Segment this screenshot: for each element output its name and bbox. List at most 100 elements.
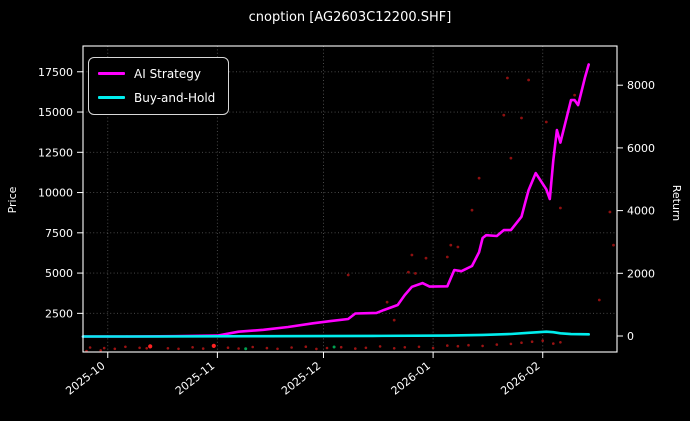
scatter-dot (424, 256, 428, 260)
legend-item-buy-and-hold: Buy-and-Hold (98, 88, 215, 107)
legend-label: Buy-and-Hold (134, 90, 216, 105)
scatter-dot (456, 344, 460, 348)
scatter-dot (392, 318, 396, 322)
price-dots-bright-red (148, 343, 216, 349)
scatter-dot (431, 346, 435, 350)
date-tick-label: 2026-01 (389, 359, 433, 398)
scatter-dot (559, 341, 562, 344)
scatter-dot (102, 346, 106, 350)
legend: AI Strategy Buy-and-Hold (88, 57, 230, 115)
price-dots-green (244, 345, 336, 351)
scatter-dot (530, 340, 534, 344)
return-tick-label: 0 (627, 330, 634, 343)
tick-labels-layer: 2500 5000 7500 10000 12500 15000 17500 0 2000 400… (38, 66, 655, 398)
scatter-dot (392, 347, 396, 350)
scatter-dot (138, 346, 141, 350)
return-tick-label: 4000 (627, 205, 655, 218)
scatter-dot (88, 346, 92, 349)
scatter-dot (470, 208, 474, 212)
scatter-dot (265, 346, 269, 350)
scatter-dot (145, 347, 148, 350)
scatter-dot (414, 272, 417, 275)
scatter-dot (177, 347, 180, 351)
scatter-dot (456, 245, 460, 249)
scatter-dot (166, 347, 170, 350)
scatter-dot (407, 270, 410, 274)
price-tick-label: 17500 (38, 66, 73, 79)
scatter-dot (417, 345, 421, 349)
scatter-dot (315, 347, 318, 351)
series-layer (81, 63, 591, 338)
scatter-dot (477, 176, 481, 180)
scatter-dot (403, 346, 407, 349)
scatter-dot (527, 78, 530, 82)
scatter-dot (276, 347, 279, 351)
scatter-dot (559, 206, 562, 210)
scatter-dot (346, 273, 350, 277)
scatter-dot (226, 346, 230, 350)
date-tick-label: 2025-10 (63, 359, 107, 398)
scatter-dot (544, 120, 548, 124)
price-tick-label: 2500 (45, 307, 73, 320)
scatter-dot (332, 345, 336, 349)
chart-title: cnoption [AG2603C12200.SHF] (249, 10, 452, 25)
buy-and-hold-line (81, 330, 591, 338)
legend-line-swatch (98, 95, 125, 100)
scatter-dot (99, 349, 102, 352)
plot-border (82, 45, 618, 353)
price-tick-label: 12500 (38, 146, 73, 159)
scatter-dot (612, 243, 615, 247)
scatter-dot (467, 343, 470, 347)
scatter-dot (446, 344, 449, 347)
legend-line-swatch (98, 71, 125, 76)
price-axis-label: Price (6, 186, 19, 213)
scatter-dot (237, 347, 240, 350)
scatter-dot (378, 345, 382, 348)
price-dots-dim-red (85, 339, 562, 353)
scatter-dot (201, 347, 205, 350)
scatter-dot (354, 347, 357, 350)
scatter-dot (410, 253, 414, 257)
axis-ticks-layer (77, 71, 623, 358)
return-axis-label: Return (670, 185, 683, 222)
scatter-dot (113, 347, 117, 351)
scatter-dot (364, 346, 368, 350)
price-tick-label: 7500 (45, 227, 73, 240)
price-tick-label: 10000 (38, 187, 73, 200)
scatter-dot (244, 347, 248, 351)
scatter-dot (509, 156, 513, 160)
scatter-dot (520, 341, 523, 345)
scatter-dot (304, 345, 308, 349)
scatter-dot (445, 255, 449, 259)
scatter-dot (481, 344, 484, 348)
scatter-dot (251, 345, 254, 349)
date-tick-label: 2025-11 (173, 359, 217, 398)
price-tick-label: 5000 (45, 267, 73, 280)
scatter-dot (211, 343, 216, 348)
return-tick-label: 2000 (627, 267, 655, 280)
scatter-dot (506, 76, 509, 80)
scatter-dot (449, 243, 453, 247)
scatter-dot (541, 339, 544, 343)
scatter-dot (339, 345, 343, 349)
scatter-dot (597, 298, 601, 302)
scatter-dot (148, 344, 153, 349)
scatter-dot (385, 300, 389, 304)
scatter-dot (290, 346, 293, 349)
scatter-dot (502, 113, 506, 117)
date-tick-label: 2026-02 (498, 359, 542, 398)
scatter-dot (495, 343, 499, 346)
scatter-dot (124, 345, 127, 349)
scatter-dot (552, 342, 555, 345)
scatter-dot (608, 210, 612, 214)
upper-dots-red (346, 76, 615, 322)
ai-strategy-line (81, 63, 591, 338)
scatter-dot (520, 116, 523, 120)
date-tick-label: 2025-12 (279, 359, 323, 398)
scatter-dot (191, 346, 194, 349)
return-tick-label: 6000 (627, 142, 655, 155)
scatter-layer (85, 76, 615, 353)
scatter-dot (573, 93, 576, 97)
return-tick-label: 8000 (627, 79, 655, 92)
